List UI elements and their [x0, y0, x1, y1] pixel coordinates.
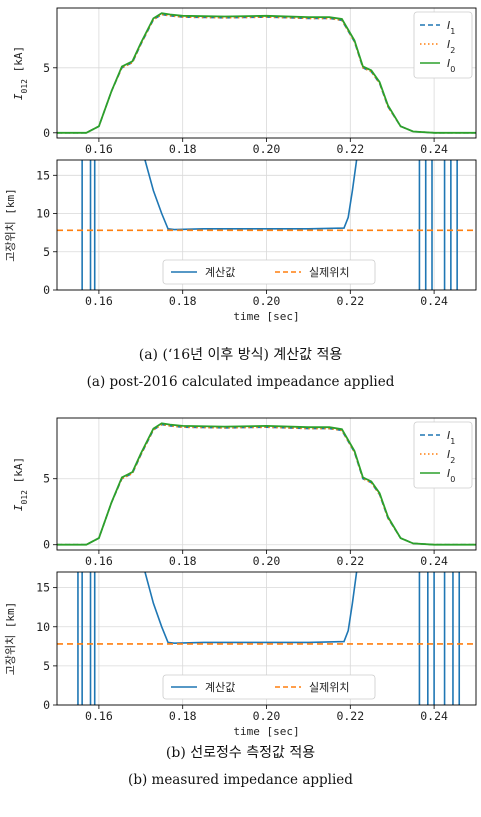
x-tick-label: 0.18 [169, 294, 197, 308]
axes-frame [56, 7, 477, 139]
x-tick-label: 0.24 [420, 142, 448, 156]
legend-label: I2 [447, 448, 455, 465]
legend-label: I1 [447, 429, 455, 446]
legend-label: 계산값 [205, 266, 235, 279]
y-axis-label: 고장위치 [km] [4, 602, 17, 676]
x-tick-label: 0.16 [85, 142, 113, 156]
plot-area [57, 572, 476, 705]
y-tick-label: 15 [36, 168, 50, 182]
x-axis-label: time [sec] [233, 725, 299, 738]
legend-label: I1 [447, 19, 455, 36]
legend-label: 실제위치 [309, 266, 349, 279]
legend-box [162, 259, 376, 285]
x-axis-label: time [sec] [233, 310, 299, 323]
x-tick-label: 0.16 [85, 554, 113, 568]
caption-a-korean: (a) (‘16년 이후 방식) 계산값 적용 [138, 347, 343, 363]
legend-box [413, 421, 473, 489]
legend-label: I0 [447, 467, 455, 484]
plot-area [57, 12, 476, 134]
x-tick-label: 0.16 [85, 294, 113, 308]
y-tick-label: 10 [36, 620, 50, 634]
axes-frame [56, 417, 477, 551]
y-tick-label: 5 [43, 245, 50, 259]
y-tick-label: 10 [36, 207, 50, 221]
x-tick-label: 0.24 [420, 709, 448, 723]
x-tick-label: 0.20 [253, 709, 281, 723]
y-tick-label: 0 [43, 283, 50, 297]
y-tick-label: 0 [43, 126, 50, 140]
axes-frame [56, 571, 477, 706]
x-tick-label: 0.16 [85, 709, 113, 723]
axes-frame [56, 159, 477, 291]
x-tick-label: 0.18 [169, 142, 197, 156]
y-tick-label: 5 [43, 61, 50, 75]
series-line-i0 [57, 12, 476, 134]
y-tick-label: 15 [36, 581, 50, 595]
chart-2: 0.16 0.18 0.20 0.22 0.24 0 5 I012 [kA] I1 I2 I0 [12, 417, 477, 568]
legend-label: 실제위치 [309, 681, 349, 694]
y-axis-label: I012 [kA] [12, 46, 29, 100]
x-tick-label: 0.24 [420, 554, 448, 568]
caption-b-korean: (b) 선로정수 측정값 적용 [165, 745, 316, 761]
chart-1: 0.16 0.18 0.20 0.22 0.24 0 5 10 15 고장위치 [km] time … [4, 159, 477, 323]
x-tick-label: 0.22 [336, 294, 364, 308]
y-axis-label: 고장위치 [km] [4, 188, 17, 262]
legend-label: I2 [447, 38, 455, 55]
plot-area [57, 422, 476, 546]
caption-b-english: (b) measured impedance applied [128, 772, 353, 788]
y-tick-label: 5 [43, 659, 50, 673]
series-line-calculated [144, 160, 358, 231]
caption-a-english: (a) post-2016 calculated impeadance appl… [86, 374, 395, 390]
y-axis-label: I012 [kA] [12, 457, 29, 511]
plot-area [57, 160, 476, 290]
y-tick-label: 5 [43, 472, 50, 486]
x-tick-label: 0.20 [253, 294, 281, 308]
x-tick-label: 0.18 [169, 554, 197, 568]
x-tick-label: 0.22 [336, 554, 364, 568]
chart-0: 0.16 0.18 0.20 0.22 0.24 0 5 I012 [kA] I1 I2 I0 [12, 7, 477, 156]
y-tick-label: 0 [43, 698, 50, 712]
legend-label: I0 [447, 57, 455, 74]
legend-label: 계산값 [205, 681, 235, 694]
x-tick-label: 0.20 [253, 554, 281, 568]
series-line-i0 [57, 422, 476, 546]
chart-3: 0.16 0.18 0.20 0.22 0.24 0 5 10 15 고장위치 [km] time … [4, 571, 477, 738]
legend-box [413, 11, 473, 79]
x-tick-label: 0.22 [336, 709, 364, 723]
x-tick-label: 0.24 [420, 294, 448, 308]
legend-box [162, 674, 376, 700]
x-tick-label: 0.22 [336, 142, 364, 156]
x-tick-label: 0.18 [169, 709, 197, 723]
x-tick-label: 0.20 [253, 142, 281, 156]
y-tick-label: 0 [43, 538, 50, 552]
series-line-calculated [144, 572, 358, 645]
